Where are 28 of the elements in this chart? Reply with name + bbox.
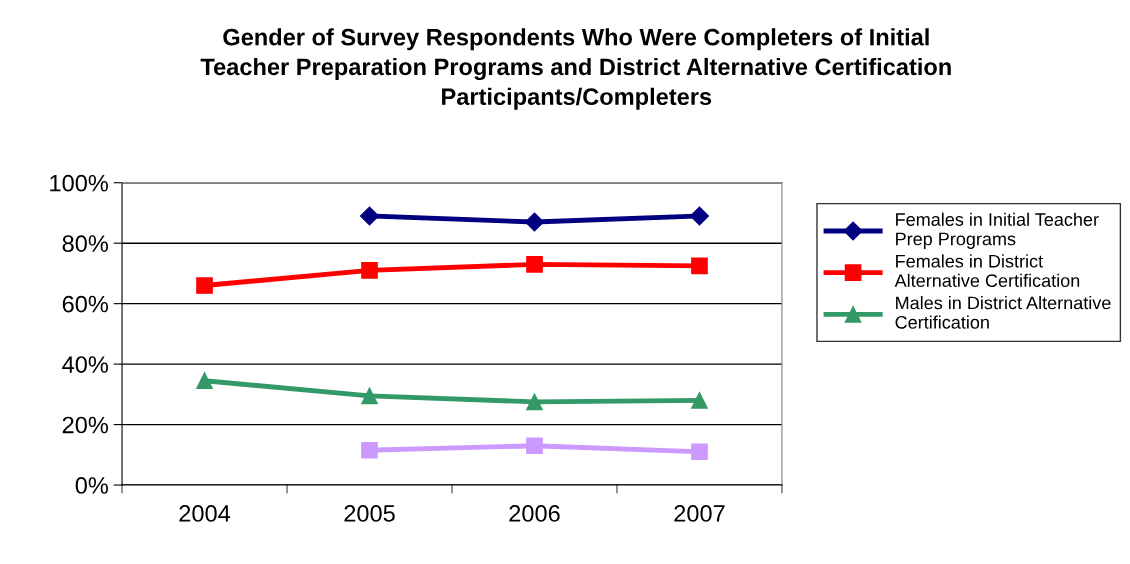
legend-label: Males in District Alternative Certification — [895, 296, 1111, 329]
point — [196, 372, 213, 390]
point — [691, 257, 708, 275]
point — [691, 443, 708, 461]
x-tick-label: 2005 — [344, 505, 395, 522]
point — [526, 437, 543, 455]
y-tick-label: 0% — [75, 477, 109, 494]
point — [524, 212, 545, 232]
point — [359, 206, 380, 226]
point — [526, 393, 543, 411]
point — [361, 262, 378, 279]
point — [361, 441, 378, 459]
y-tick-label: 40% — [62, 356, 109, 373]
legend-label: Females in District Alternative Certification — [894, 254, 1080, 288]
y-tick-label: 100% — [50, 174, 109, 192]
point — [196, 277, 213, 294]
point — [361, 387, 378, 405]
chart-title: Gender of Survey Respondents Who Were Completers of Initial Teacher Preparation Programs and District Alternative Certification Participants/Completers — [200, 28, 951, 110]
x-tick-label: 2006 — [509, 505, 560, 522]
point — [526, 256, 543, 273]
x-tick-label: 2007 — [674, 505, 725, 522]
point — [689, 206, 710, 226]
y-tick-label: 20% — [62, 416, 109, 434]
y-tick-label: 80% — [62, 235, 109, 252]
y-tick-label: 60% — [62, 295, 109, 313]
legend-label: Females in Initial Teacher Prep Programs — [896, 212, 1099, 249]
point — [691, 392, 708, 409]
x-tick-label: 2004 — [179, 505, 231, 522]
